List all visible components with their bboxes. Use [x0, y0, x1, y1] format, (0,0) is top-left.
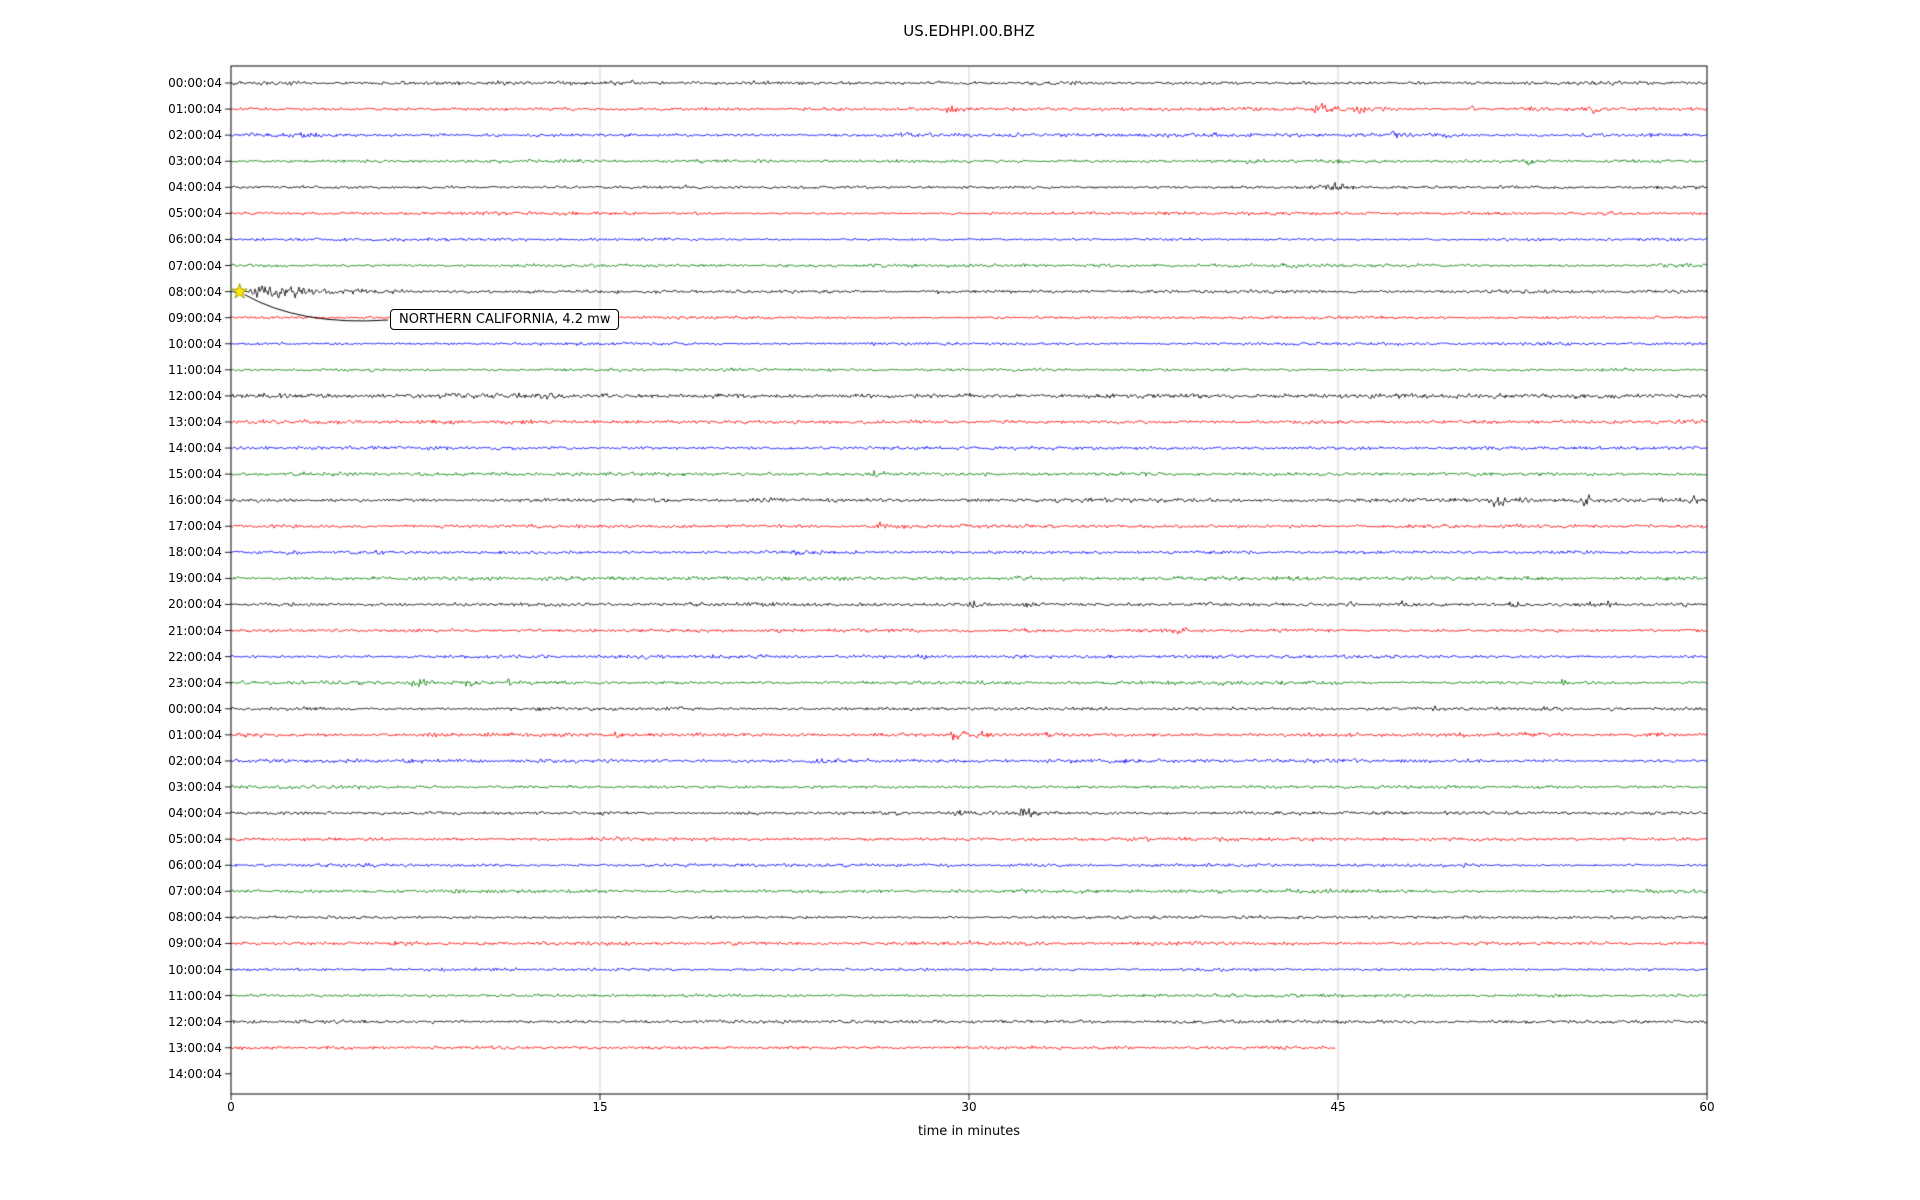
y-axis-label: 03:00:04 [168, 779, 222, 794]
y-axis-label: 06:00:04 [168, 858, 222, 873]
y-axis-label: 10:00:04 [168, 962, 222, 977]
y-axis-label: 13:00:04 [168, 1040, 222, 1055]
y-axis-label: 00:00:04 [168, 701, 222, 716]
y-axis-label: 03:00:04 [168, 154, 222, 169]
y-axis-label: 10:00:04 [168, 336, 222, 351]
y-axis-label: 14:00:04 [168, 1066, 222, 1081]
y-axis-label: 01:00:04 [168, 102, 222, 117]
y-axis-label: 02:00:04 [168, 753, 222, 768]
y-axis-label: 17:00:04 [168, 519, 222, 534]
x-tick-label: 30 [961, 1100, 977, 1114]
y-axis-label: 22:00:04 [168, 649, 222, 664]
y-axis-label: 00:00:04 [168, 76, 222, 90]
y-axis-label: 12:00:04 [168, 388, 222, 403]
y-axis-label: 15:00:04 [168, 467, 222, 482]
y-axis-label: 14:00:04 [168, 441, 222, 456]
plot-title: US.EDHPI.00.BHZ [903, 22, 1035, 40]
x-tick-label: 0 [227, 1100, 235, 1114]
y-axis-label: 16:00:04 [168, 493, 222, 508]
y-axis-label: 05:00:04 [168, 832, 222, 847]
x-tick-label: 60 [1699, 1100, 1715, 1114]
x-tick-label: 15 [592, 1100, 608, 1114]
y-axis-label: 09:00:04 [168, 936, 222, 951]
y-axis-label: 13:00:04 [168, 414, 222, 429]
y-axis-label: 07:00:04 [168, 258, 222, 273]
y-axis-label: 19:00:04 [168, 571, 222, 586]
y-axis-label: 08:00:04 [168, 910, 222, 925]
y-axis-label: 12:00:04 [168, 1014, 222, 1029]
y-axis-label: 04:00:04 [168, 806, 222, 821]
y-axis-label: 11:00:04 [168, 362, 222, 377]
y-axis-label: 01:00:04 [168, 727, 222, 742]
x-axis-label: time in minutes [917, 1124, 1021, 1139]
y-axis-label: 20:00:04 [168, 597, 222, 612]
y-axis-label: 07:00:04 [168, 884, 222, 899]
y-axis-label: 08:00:04 [168, 284, 222, 299]
event-annotation-label: NORTHERN CALIFORNIA, 4.2 mw [390, 309, 620, 330]
y-axis-label: 05:00:04 [168, 206, 222, 221]
y-axis-label: 18:00:04 [168, 545, 222, 560]
y-axis-label: 11:00:04 [168, 988, 222, 1003]
y-axis-label: 02:00:04 [168, 128, 222, 143]
y-axis-label: 06:00:04 [168, 232, 222, 247]
y-axis-label: 23:00:04 [168, 675, 222, 690]
x-tick-label: 45 [1330, 1100, 1346, 1114]
y-axis-label: 09:00:04 [168, 310, 222, 325]
y-axis-label: 04:00:04 [168, 180, 222, 195]
y-axis-label: 21:00:04 [168, 623, 222, 638]
